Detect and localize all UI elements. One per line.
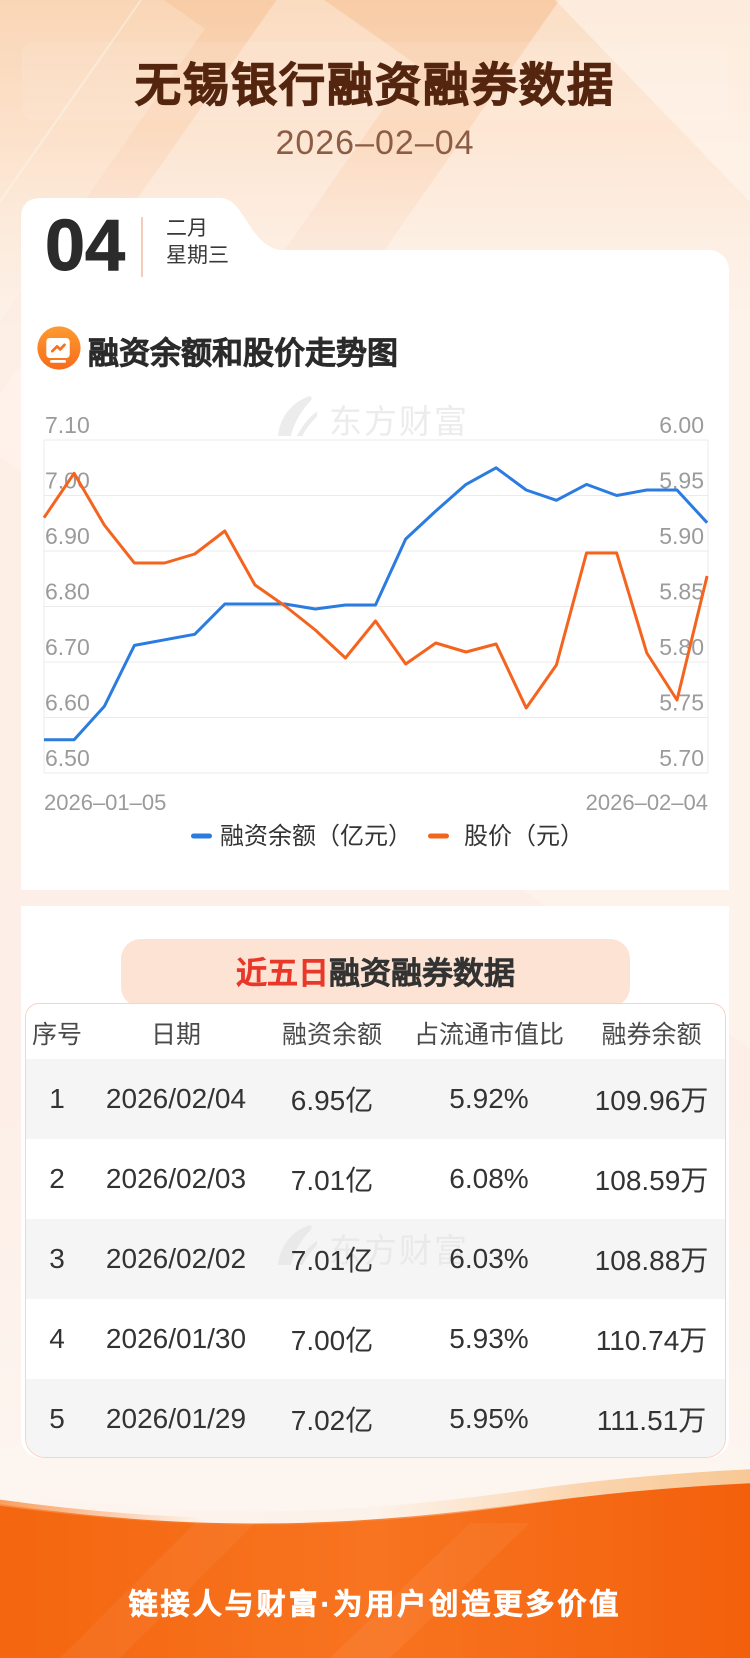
- svg-text:股价（元）: 股价（元）: [464, 823, 584, 850]
- svg-text:5.75: 5.75: [659, 690, 704, 716]
- svg-text:6.80: 6.80: [45, 579, 90, 605]
- svg-text:6.90: 6.90: [45, 523, 90, 549]
- svg-text:7.10: 7.10: [45, 412, 90, 438]
- svg-text:5.90: 5.90: [659, 523, 704, 549]
- svg-text:2026–01–05: 2026–01–05: [44, 790, 166, 815]
- svg-text:5.80: 5.80: [659, 634, 704, 660]
- svg-text:5.70: 5.70: [659, 745, 704, 771]
- svg-text:6.50: 6.50: [45, 745, 90, 771]
- svg-text:6.60: 6.60: [45, 690, 90, 716]
- svg-text:6.00: 6.00: [659, 412, 704, 438]
- svg-text:6.70: 6.70: [45, 634, 90, 660]
- svg-text:5.85: 5.85: [659, 579, 704, 605]
- svg-text:融资余额（亿元）: 融资余额（亿元）: [220, 823, 412, 850]
- svg-text:2026–02–04: 2026–02–04: [586, 790, 708, 815]
